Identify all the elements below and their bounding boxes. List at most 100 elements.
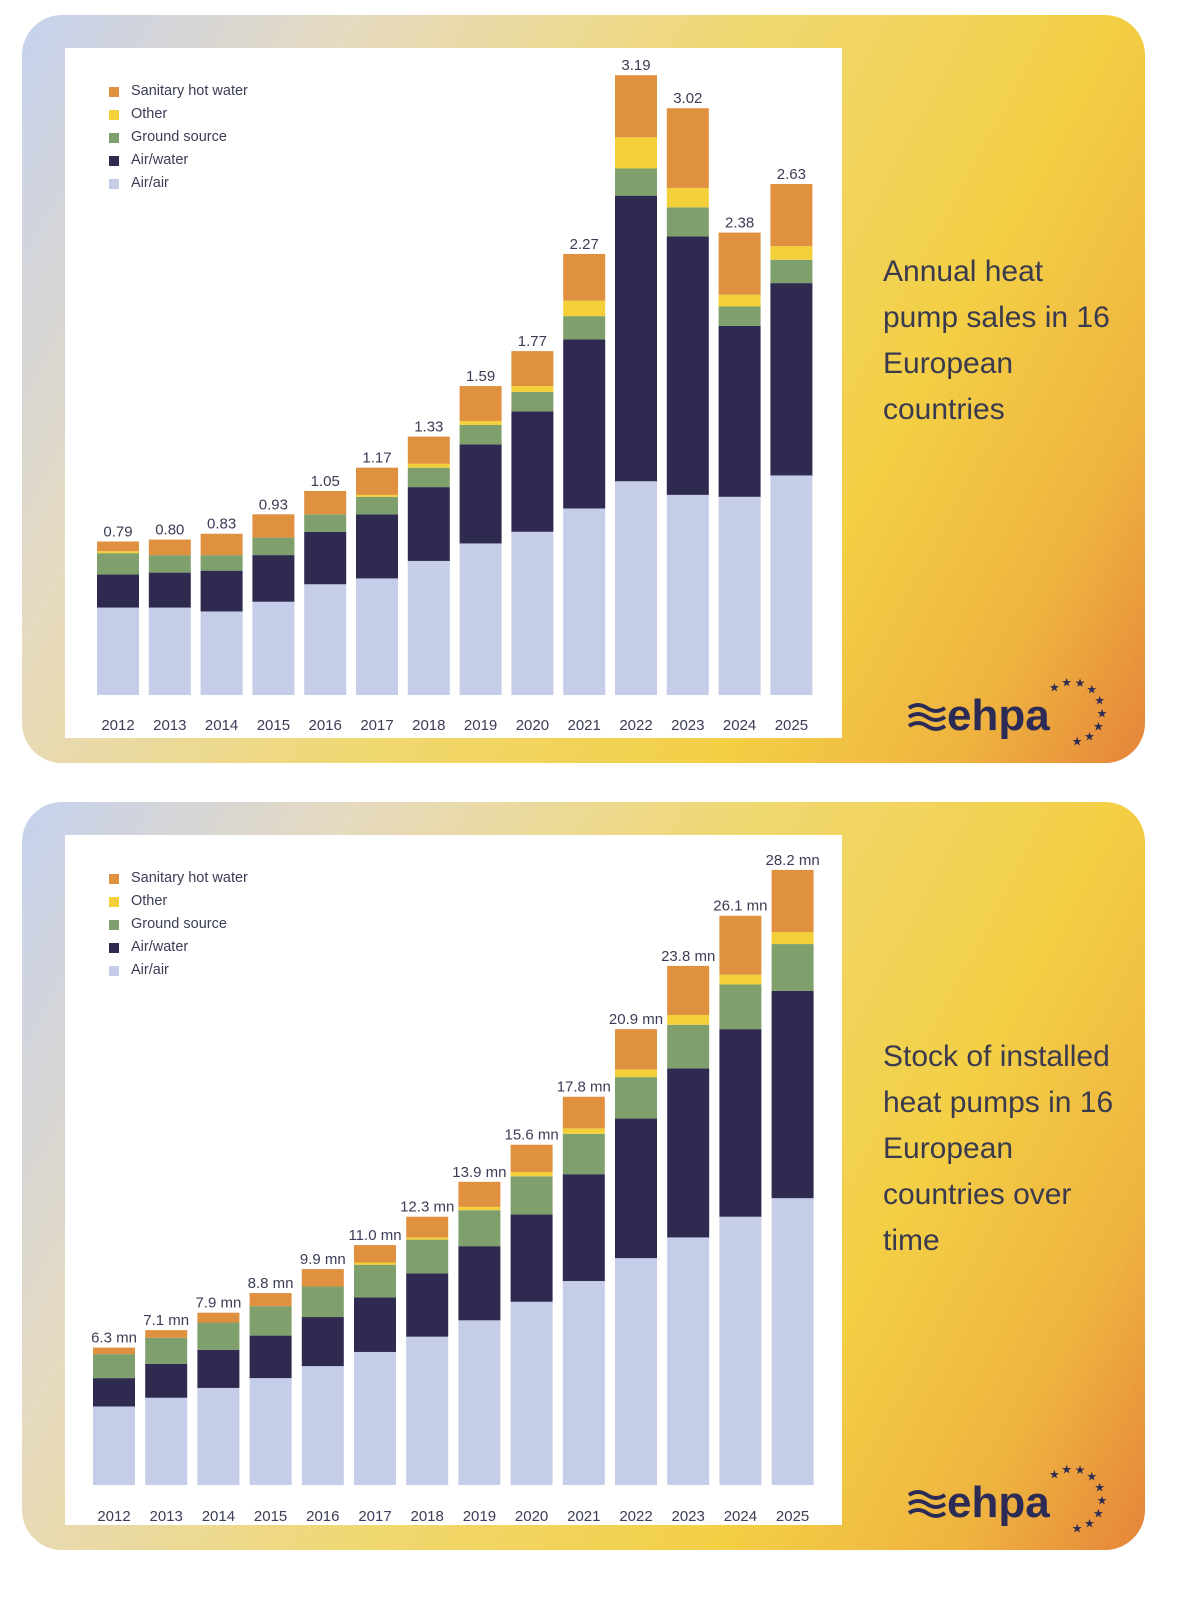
bar-segment-sanitary-hot-water-2021 bbox=[562, 1096, 605, 1129]
bar-segment-air-water-2025 bbox=[771, 990, 814, 1199]
star-icon: ★ bbox=[1072, 735, 1083, 749]
bar-segment-sanitary-hot-water-2012 bbox=[93, 1347, 135, 1355]
x-tick-label: 2012 bbox=[97, 1508, 130, 1525]
bar-segment-air-water-2016 bbox=[301, 1317, 344, 1367]
bar-segment-ground-source-2022 bbox=[615, 168, 657, 196]
bar-segment-ground-source-2012 bbox=[97, 553, 139, 575]
bar-segment-air-air-2022 bbox=[615, 1258, 657, 1485]
star-icon: ★ bbox=[1049, 681, 1060, 695]
bar-segment-ground-source-2019 bbox=[458, 1210, 501, 1247]
x-tick-label: 2016 bbox=[306, 1508, 339, 1525]
bar-segment-air-water-2017 bbox=[356, 514, 398, 579]
legend-item: Air/air bbox=[109, 172, 248, 195]
bar-segment-ground-source-2014 bbox=[197, 1322, 240, 1350]
total-label: 20.9 mn bbox=[609, 1011, 663, 1028]
star-icon: ★ bbox=[1086, 682, 1097, 696]
bar-segment-air-water-2021 bbox=[563, 339, 606, 509]
bar-segment-air-air-2025 bbox=[770, 475, 813, 695]
wave-icon bbox=[907, 1490, 947, 1500]
total-label: 17.8 mn bbox=[557, 1079, 611, 1096]
star-icon: ★ bbox=[1049, 1468, 1060, 1482]
bar-segment-sanitary-hot-water-2019 bbox=[458, 1181, 501, 1207]
bar-segment-sanitary-hot-water-2016 bbox=[301, 1269, 344, 1287]
legend-label: Air/air bbox=[131, 962, 169, 978]
bar-segment-other-2024 bbox=[719, 974, 762, 985]
bar-segment-ground-source-2016 bbox=[301, 1286, 344, 1318]
bar-segment-air-air-2020 bbox=[511, 531, 554, 695]
legend-item: Sanitary hot water bbox=[109, 80, 248, 103]
bar-segment-sanitary-hot-water-2015 bbox=[252, 514, 295, 538]
legend-item: Sanitary hot water bbox=[109, 867, 248, 890]
bar-segment-air-water-2022 bbox=[615, 1118, 657, 1259]
x-tick-label: 2019 bbox=[463, 1508, 496, 1525]
total-label: 2.63 bbox=[777, 166, 806, 183]
bar-segment-air-air-2017 bbox=[354, 1351, 396, 1485]
bar-segment-air-water-2013 bbox=[148, 572, 191, 608]
star-icon: ★ bbox=[1084, 1516, 1095, 1530]
legend-label: Air/water bbox=[131, 939, 189, 955]
bar-segment-other-2017 bbox=[354, 1262, 396, 1265]
star-icon: ★ bbox=[1097, 1493, 1107, 1507]
bar-segment-air-air-2019 bbox=[458, 1320, 501, 1485]
x-tick-label: 2023 bbox=[671, 717, 704, 734]
bar-segment-other-2025 bbox=[770, 246, 813, 260]
wave-icon bbox=[907, 1508, 947, 1518]
legend-swatch bbox=[109, 109, 119, 120]
bar-segment-air-air-2021 bbox=[563, 508, 606, 695]
ehpa-logo: ehpa★ ★ ★ ★★★★★★ bbox=[907, 675, 1107, 749]
stock-chart-svg: 6.3 mn 2012 7.1 mn 2013 7.9 mn 2014 8.8 mn 2015… bbox=[91, 852, 820, 1525]
chart-title: Annual heat pump sales in 16 European co… bbox=[883, 255, 1110, 426]
bar-segment-air-water-2018 bbox=[406, 1273, 449, 1337]
bar-segment-air-water-2023 bbox=[666, 236, 709, 495]
bar-segment-other-2024 bbox=[718, 294, 761, 307]
bar-segment-ground-source-2021 bbox=[562, 1133, 605, 1175]
x-tick-label: 2015 bbox=[254, 1508, 287, 1525]
bar-segment-air-water-2024 bbox=[719, 1029, 762, 1217]
bar-segment-sanitary-hot-water-2017 bbox=[354, 1245, 396, 1263]
x-tick-label: 2019 bbox=[464, 717, 497, 734]
bar-segment-air-water-2012 bbox=[93, 1378, 135, 1407]
bar-segment-sanitary-hot-water-2023 bbox=[666, 108, 709, 188]
bar-segment-air-water-2014 bbox=[200, 570, 243, 612]
bar-segment-air-air-2019 bbox=[459, 543, 502, 695]
bar-segment-air-air-2016 bbox=[301, 1366, 344, 1485]
bar-segment-ground-source-2013 bbox=[148, 555, 191, 573]
total-label: 13.9 mn bbox=[452, 1164, 506, 1181]
bar-segment-other-2023 bbox=[667, 1014, 710, 1025]
bar-segment-air-water-2015 bbox=[249, 1335, 292, 1379]
star-icon: ★ bbox=[1061, 675, 1072, 689]
bar-segment-ground-source-2021 bbox=[563, 316, 606, 340]
bar-segment-air-water-2014 bbox=[197, 1349, 240, 1388]
bar-segment-air-water-2022 bbox=[615, 195, 657, 482]
legend-label: Sanitary hot water bbox=[131, 870, 248, 886]
legend-swatch bbox=[109, 873, 119, 884]
wave-icon bbox=[907, 703, 947, 713]
bar-segment-sanitary-hot-water-2013 bbox=[148, 539, 191, 556]
bar-segment-air-air-2013 bbox=[145, 1397, 188, 1485]
x-tick-label: 2014 bbox=[205, 717, 238, 734]
star-icon: ★ bbox=[1094, 693, 1105, 707]
legend-item: Other bbox=[109, 890, 248, 913]
x-tick-label: 2018 bbox=[411, 1508, 444, 1525]
legend-label: Other bbox=[131, 893, 168, 909]
stock-chart: 6.3 mn 2012 7.1 mn 2013 7.9 mn 2014 8.8 mn 2015… bbox=[65, 835, 842, 1525]
x-tick-label: 2017 bbox=[358, 1508, 391, 1525]
bar-segment-air-water-2019 bbox=[458, 1246, 501, 1321]
bar-segment-other-2017 bbox=[356, 494, 398, 497]
legend-item: Air/water bbox=[109, 149, 248, 172]
stock-panel: 6.3 mn 2012 7.1 mn 2013 7.9 mn 2014 8.8 mn 2015… bbox=[22, 802, 1145, 1550]
bar-segment-other-2022 bbox=[615, 137, 657, 169]
bar-segment-air-water-2015 bbox=[252, 555, 295, 602]
bar-segment-air-air-2017 bbox=[356, 578, 398, 695]
total-label: 12.3 mn bbox=[400, 1199, 454, 1216]
wave-icon bbox=[907, 1499, 947, 1509]
total-label: 23.8 mn bbox=[661, 948, 715, 965]
legend-item: Ground source bbox=[109, 126, 248, 149]
bar-segment-ground-source-2018 bbox=[406, 1239, 449, 1274]
bar-segment-ground-source-2023 bbox=[666, 207, 709, 237]
bar-segment-air-air-2024 bbox=[718, 496, 761, 695]
bar-segment-air-air-2014 bbox=[197, 1387, 240, 1485]
bar-segment-other-2019 bbox=[458, 1206, 501, 1211]
legend-swatch bbox=[109, 942, 119, 953]
bar-segment-other-2018 bbox=[406, 1237, 449, 1240]
